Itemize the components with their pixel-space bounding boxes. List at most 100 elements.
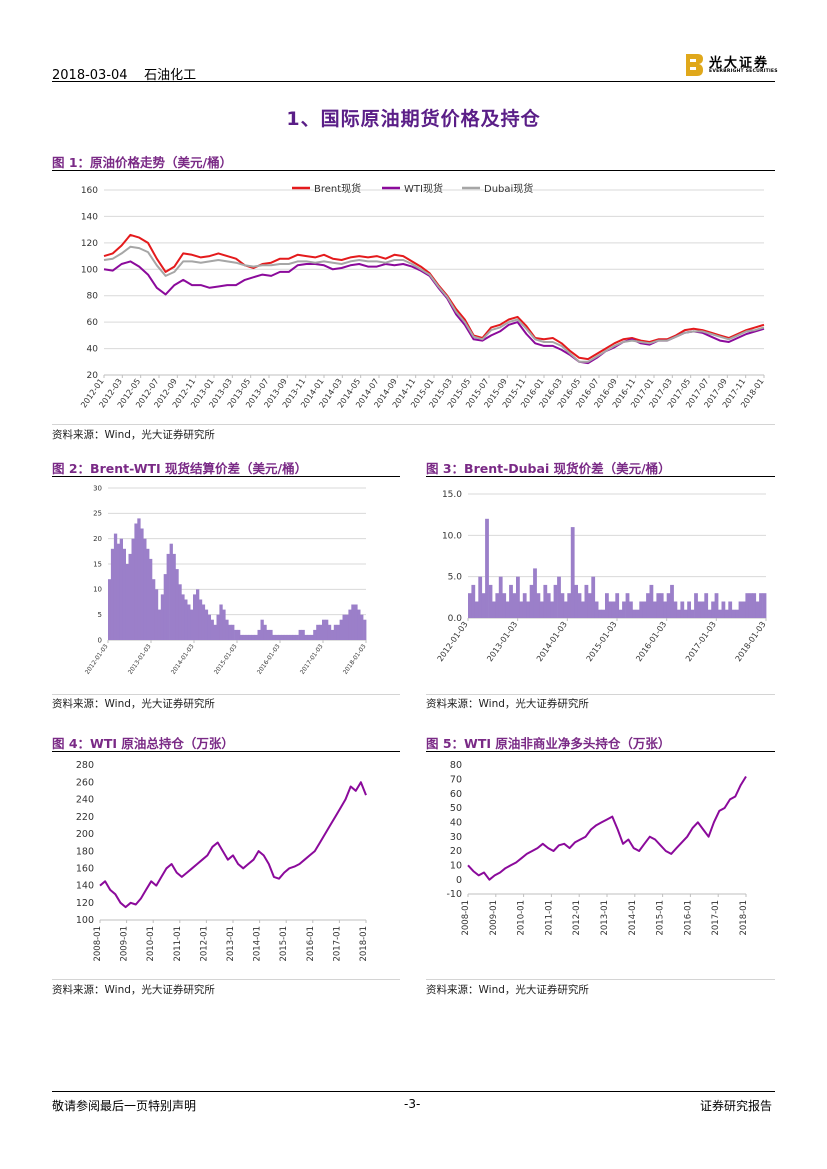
bar <box>307 634 311 640</box>
bar <box>360 614 364 640</box>
footer-report-type: 证券研究报告 <box>700 1099 773 1113</box>
figure-3-source: 资料来源：Wind，光大证券研究所 <box>426 698 589 710</box>
bar <box>526 601 530 618</box>
bar <box>752 593 757 618</box>
bar <box>529 584 534 618</box>
bar <box>676 609 681 618</box>
x-tick-label: 2018-01 <box>739 900 749 936</box>
bar <box>325 619 329 640</box>
bar <box>181 594 185 640</box>
section-title: 1、国际原油期货价格及持仓 <box>286 108 541 130</box>
bar <box>283 634 288 640</box>
bar <box>581 601 585 618</box>
x-tick-label: 2015-01-03 <box>213 643 239 676</box>
bar <box>666 593 671 618</box>
bar <box>646 593 650 618</box>
bar <box>557 576 561 618</box>
bar <box>149 558 153 640</box>
bar <box>738 601 743 618</box>
bar <box>263 624 267 640</box>
bar <box>339 619 343 640</box>
x-tick-label: 2015-01-03 <box>585 620 619 663</box>
y-tick-label: 20 <box>93 535 102 543</box>
x-tick-label: 2014-01 <box>253 926 263 962</box>
bar <box>198 599 203 640</box>
bar <box>563 601 568 618</box>
bar <box>594 601 599 618</box>
bar <box>275 634 279 640</box>
y-tick-label: 5.0 <box>448 573 463 583</box>
bar <box>649 584 654 618</box>
figure-1-chart: 204060801001201401602012-012012-032012-0… <box>79 182 766 410</box>
bar <box>502 593 507 618</box>
figure-1-source-rule <box>52 424 775 425</box>
y-tick-label: 120 <box>76 898 94 909</box>
bar <box>707 609 712 618</box>
bar <box>210 619 214 640</box>
bar <box>146 548 150 640</box>
bar <box>642 601 647 618</box>
bar <box>522 593 527 618</box>
bar <box>222 609 226 640</box>
y-tick-label: 180 <box>76 846 94 857</box>
x-tick-label: 2009-01 <box>489 900 499 936</box>
figure-1-source: 资料来源：Wind，光大证券研究所 <box>52 429 215 441</box>
bar <box>560 593 565 618</box>
x-tick-label: 2018-01-03 <box>734 620 768 663</box>
y-tick-label: 70 <box>450 775 462 786</box>
x-tick-label: 2011-01 <box>173 926 183 962</box>
y-tick-label: 100 <box>81 265 98 275</box>
bar <box>134 523 138 640</box>
bar <box>694 593 698 618</box>
header-divider <box>52 81 775 82</box>
logo-chinese-text: 光大证券 <box>709 56 770 71</box>
bar <box>742 601 746 618</box>
y-tick-label: 140 <box>76 881 94 892</box>
bar <box>622 601 626 618</box>
figure-3-chart: 0.0 5.0 10.0 15.0 2012-01-03 2013-01-03 2014-0… <box>436 490 768 663</box>
bar <box>759 593 763 618</box>
bar <box>533 568 537 618</box>
bar <box>539 601 544 618</box>
bar <box>330 629 335 640</box>
bar <box>163 574 167 640</box>
figure-2-chart: 0 5 10 15 20 25 30 2012-01-03 2013-01-03 2014-01-… <box>84 484 368 676</box>
bar <box>543 584 548 618</box>
x-tick-label: 2018-01-03 <box>342 643 368 676</box>
bar <box>196 589 200 640</box>
bar <box>190 609 194 640</box>
bar <box>653 601 657 618</box>
x-tick-label: 2010-01 <box>517 900 527 936</box>
bar <box>745 593 750 618</box>
bar <box>670 584 674 618</box>
bar <box>673 601 678 618</box>
x-tick-label: 2015-01 <box>279 926 289 962</box>
bar <box>468 593 472 618</box>
x-tick-label: 2013-01-03 <box>485 620 519 663</box>
x-tick-label: 2012-01-03 <box>84 643 110 676</box>
bar <box>322 619 326 640</box>
bar <box>546 593 551 618</box>
x-tick-label: 2016-01-03 <box>256 643 282 676</box>
series-line-WTI原油非商业净多头持仓 <box>467 775 747 881</box>
bar <box>239 634 244 640</box>
y-tick-label: 15 <box>93 560 102 568</box>
bar <box>231 624 235 640</box>
bar <box>755 601 760 618</box>
bar <box>201 604 206 640</box>
bar <box>605 593 609 618</box>
bar <box>292 634 296 640</box>
x-tick-label: 2013-01 <box>600 900 610 936</box>
bar <box>663 601 667 618</box>
y-tick-label: 10 <box>450 861 462 872</box>
bar <box>228 624 232 640</box>
y-tick-label: 260 <box>76 777 94 788</box>
bar <box>598 609 602 618</box>
bar <box>481 593 486 618</box>
bar <box>550 601 554 618</box>
figure-2-source-rule <box>52 694 400 695</box>
x-tick-label: 2018-01 <box>359 926 369 962</box>
bar <box>495 593 500 618</box>
bar <box>687 601 691 618</box>
bar <box>735 609 739 618</box>
